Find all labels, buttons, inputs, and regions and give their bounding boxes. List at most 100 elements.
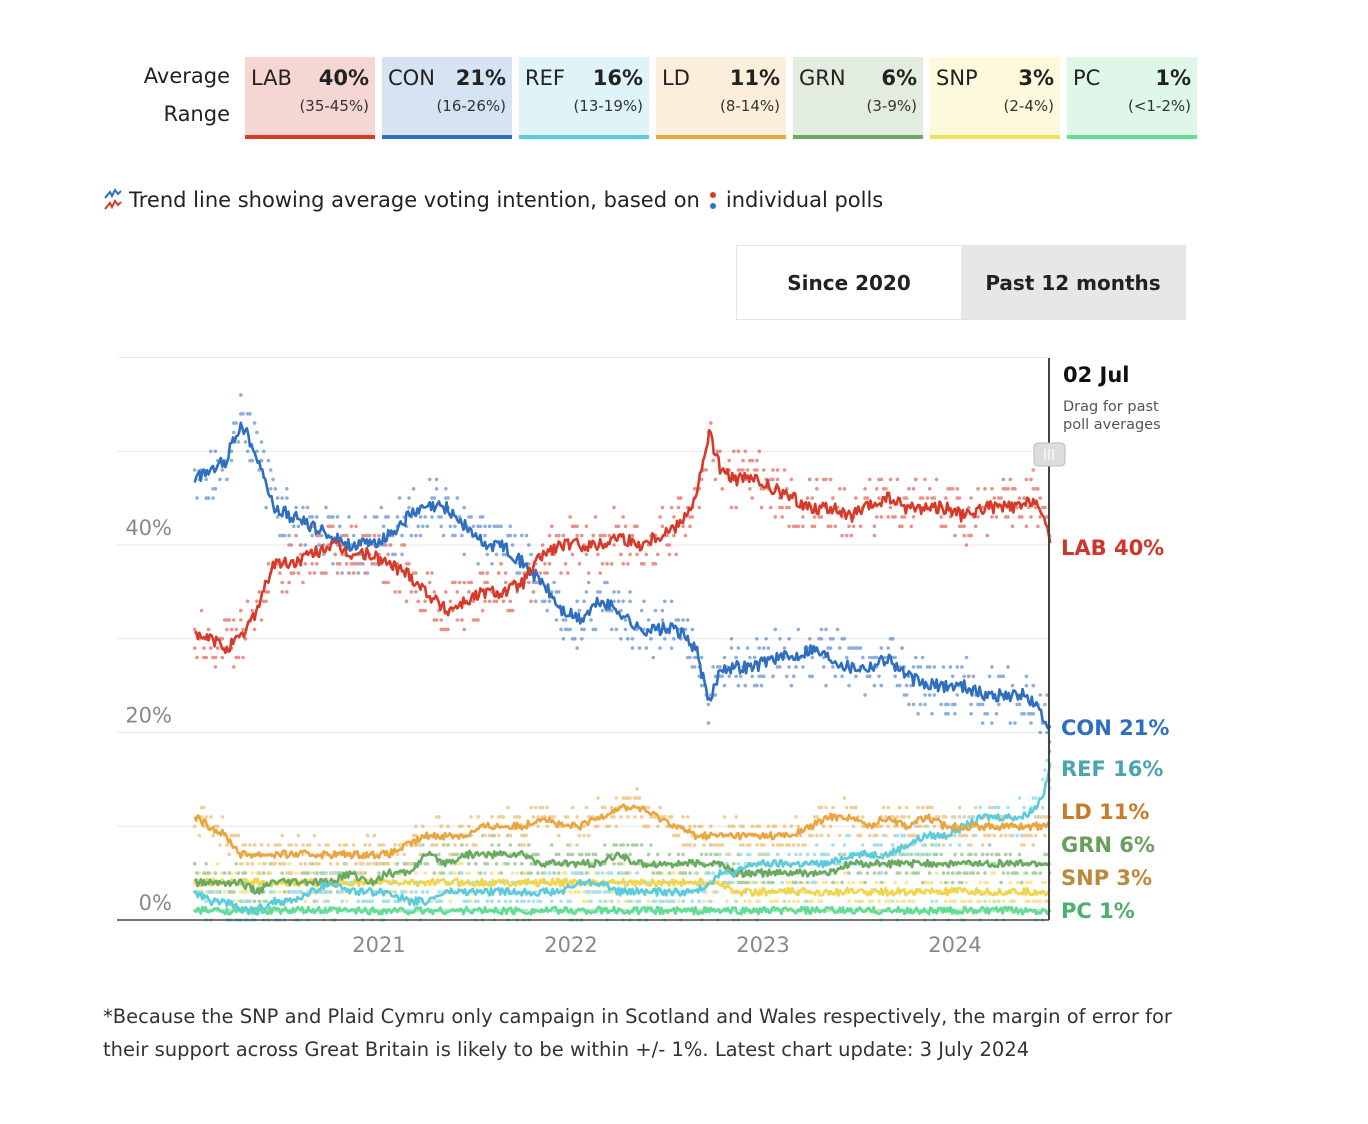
poll-dot [619,815,623,819]
poll-dot [531,899,536,904]
poll-dot [962,533,966,538]
poll-dot [432,590,437,594]
past-12-months-button[interactable]: Past 12 months [961,246,1185,319]
poll-dot [879,852,884,857]
poll-dot [858,524,863,529]
poll-dot [568,515,572,519]
footnote: *Because the SNP and Plaid Cymru only ca… [103,1005,1172,1061]
since-2020-button[interactable]: Since 2020 [737,246,961,319]
poll-dot [851,880,856,885]
poll-dot [828,524,833,529]
poll-dot [628,899,632,904]
poll-dot [324,505,328,510]
poll-dot [460,618,464,622]
poll-dot [844,533,849,538]
poll-dot [234,862,238,866]
poll-dot [483,833,487,838]
poll-dot [978,805,983,810]
poll-dot [234,421,238,425]
poll-dot [722,655,727,660]
poll-dot [713,477,718,482]
poll-dot [437,890,441,894]
poll-dot [1015,871,1019,875]
poll-dot [630,533,635,538]
poll-dot [697,899,702,904]
poll-dot [743,449,748,454]
poll-dot [688,655,692,660]
poll-dot [430,515,434,519]
end-label-ref: REF 16% [1061,757,1163,781]
poll-dot [891,815,895,819]
poll-dot [884,871,888,875]
poll-dot [888,505,893,510]
poll-dot [626,815,630,819]
poll-dot [886,805,890,810]
poll-dot [351,571,356,575]
poll-dot [437,815,441,819]
poll-dot [556,871,561,875]
trend-note-text-after: individual polls [725,188,884,212]
poll-dot [879,646,884,650]
poll-dot [259,843,264,847]
poll-dot [444,590,448,594]
poll-dot [1001,871,1006,875]
poll-dot [351,562,356,566]
poll-dot [729,880,734,885]
poll-dot [421,524,425,529]
poll-dot [621,843,625,847]
poll-dot [999,496,1003,500]
poll-dot [810,496,814,500]
poll-dot [750,674,754,679]
poll-dot [923,477,927,482]
poll-dot [239,862,243,866]
poll-dot [1017,496,1022,500]
poll-dot [628,552,632,557]
poll-dot [434,477,439,482]
poll-dot [660,618,665,622]
poll-dot [575,646,579,650]
poll-dot [992,833,996,838]
poll-tracker-chart: 0% 20% 40% 2021 2022 2023 2024 02 Jul Drag for p… [117,357,1169,957]
poll-dot [969,843,973,847]
poll-dot [609,899,614,904]
poll-dot [520,871,524,875]
poll-dot [812,852,817,857]
poll-dot [819,833,824,838]
poll-dot [794,665,798,669]
poll-dot [879,477,884,482]
poll-dot [453,843,457,847]
poll-dot [969,702,973,707]
poll-dot [215,646,220,650]
poll-dot [706,721,711,725]
poll-dot [771,477,775,482]
poll-dot [503,571,508,575]
poll-dot [490,562,494,566]
party-color-bar [656,135,786,139]
poll-dot [651,655,655,660]
poll-dot [294,505,298,510]
party-average: 40% [318,66,369,90]
poll-dot [676,618,681,622]
trend-note: Trend line showing average voting intent… [103,188,883,212]
poll-dot [232,430,236,435]
poll-dot [264,599,268,604]
poll-dot [718,665,722,669]
poll-dot [570,552,575,557]
poll-dot [734,815,738,819]
poll-dot [292,524,296,529]
poll-dot [550,899,554,904]
poll-dot [785,674,789,679]
poll-dot [635,843,639,847]
poll-dot [911,487,916,491]
poll-dot [331,871,335,875]
poll-dot [743,899,748,904]
poll-dot [884,833,888,838]
poll-dot [971,871,976,875]
poll-dot [762,852,766,857]
poll-dot [920,655,925,660]
poll-dot [950,487,955,491]
poll-dot [582,833,586,838]
poll-dot [192,468,197,472]
poll-dot [584,590,589,594]
poll-dot [1029,515,1033,519]
